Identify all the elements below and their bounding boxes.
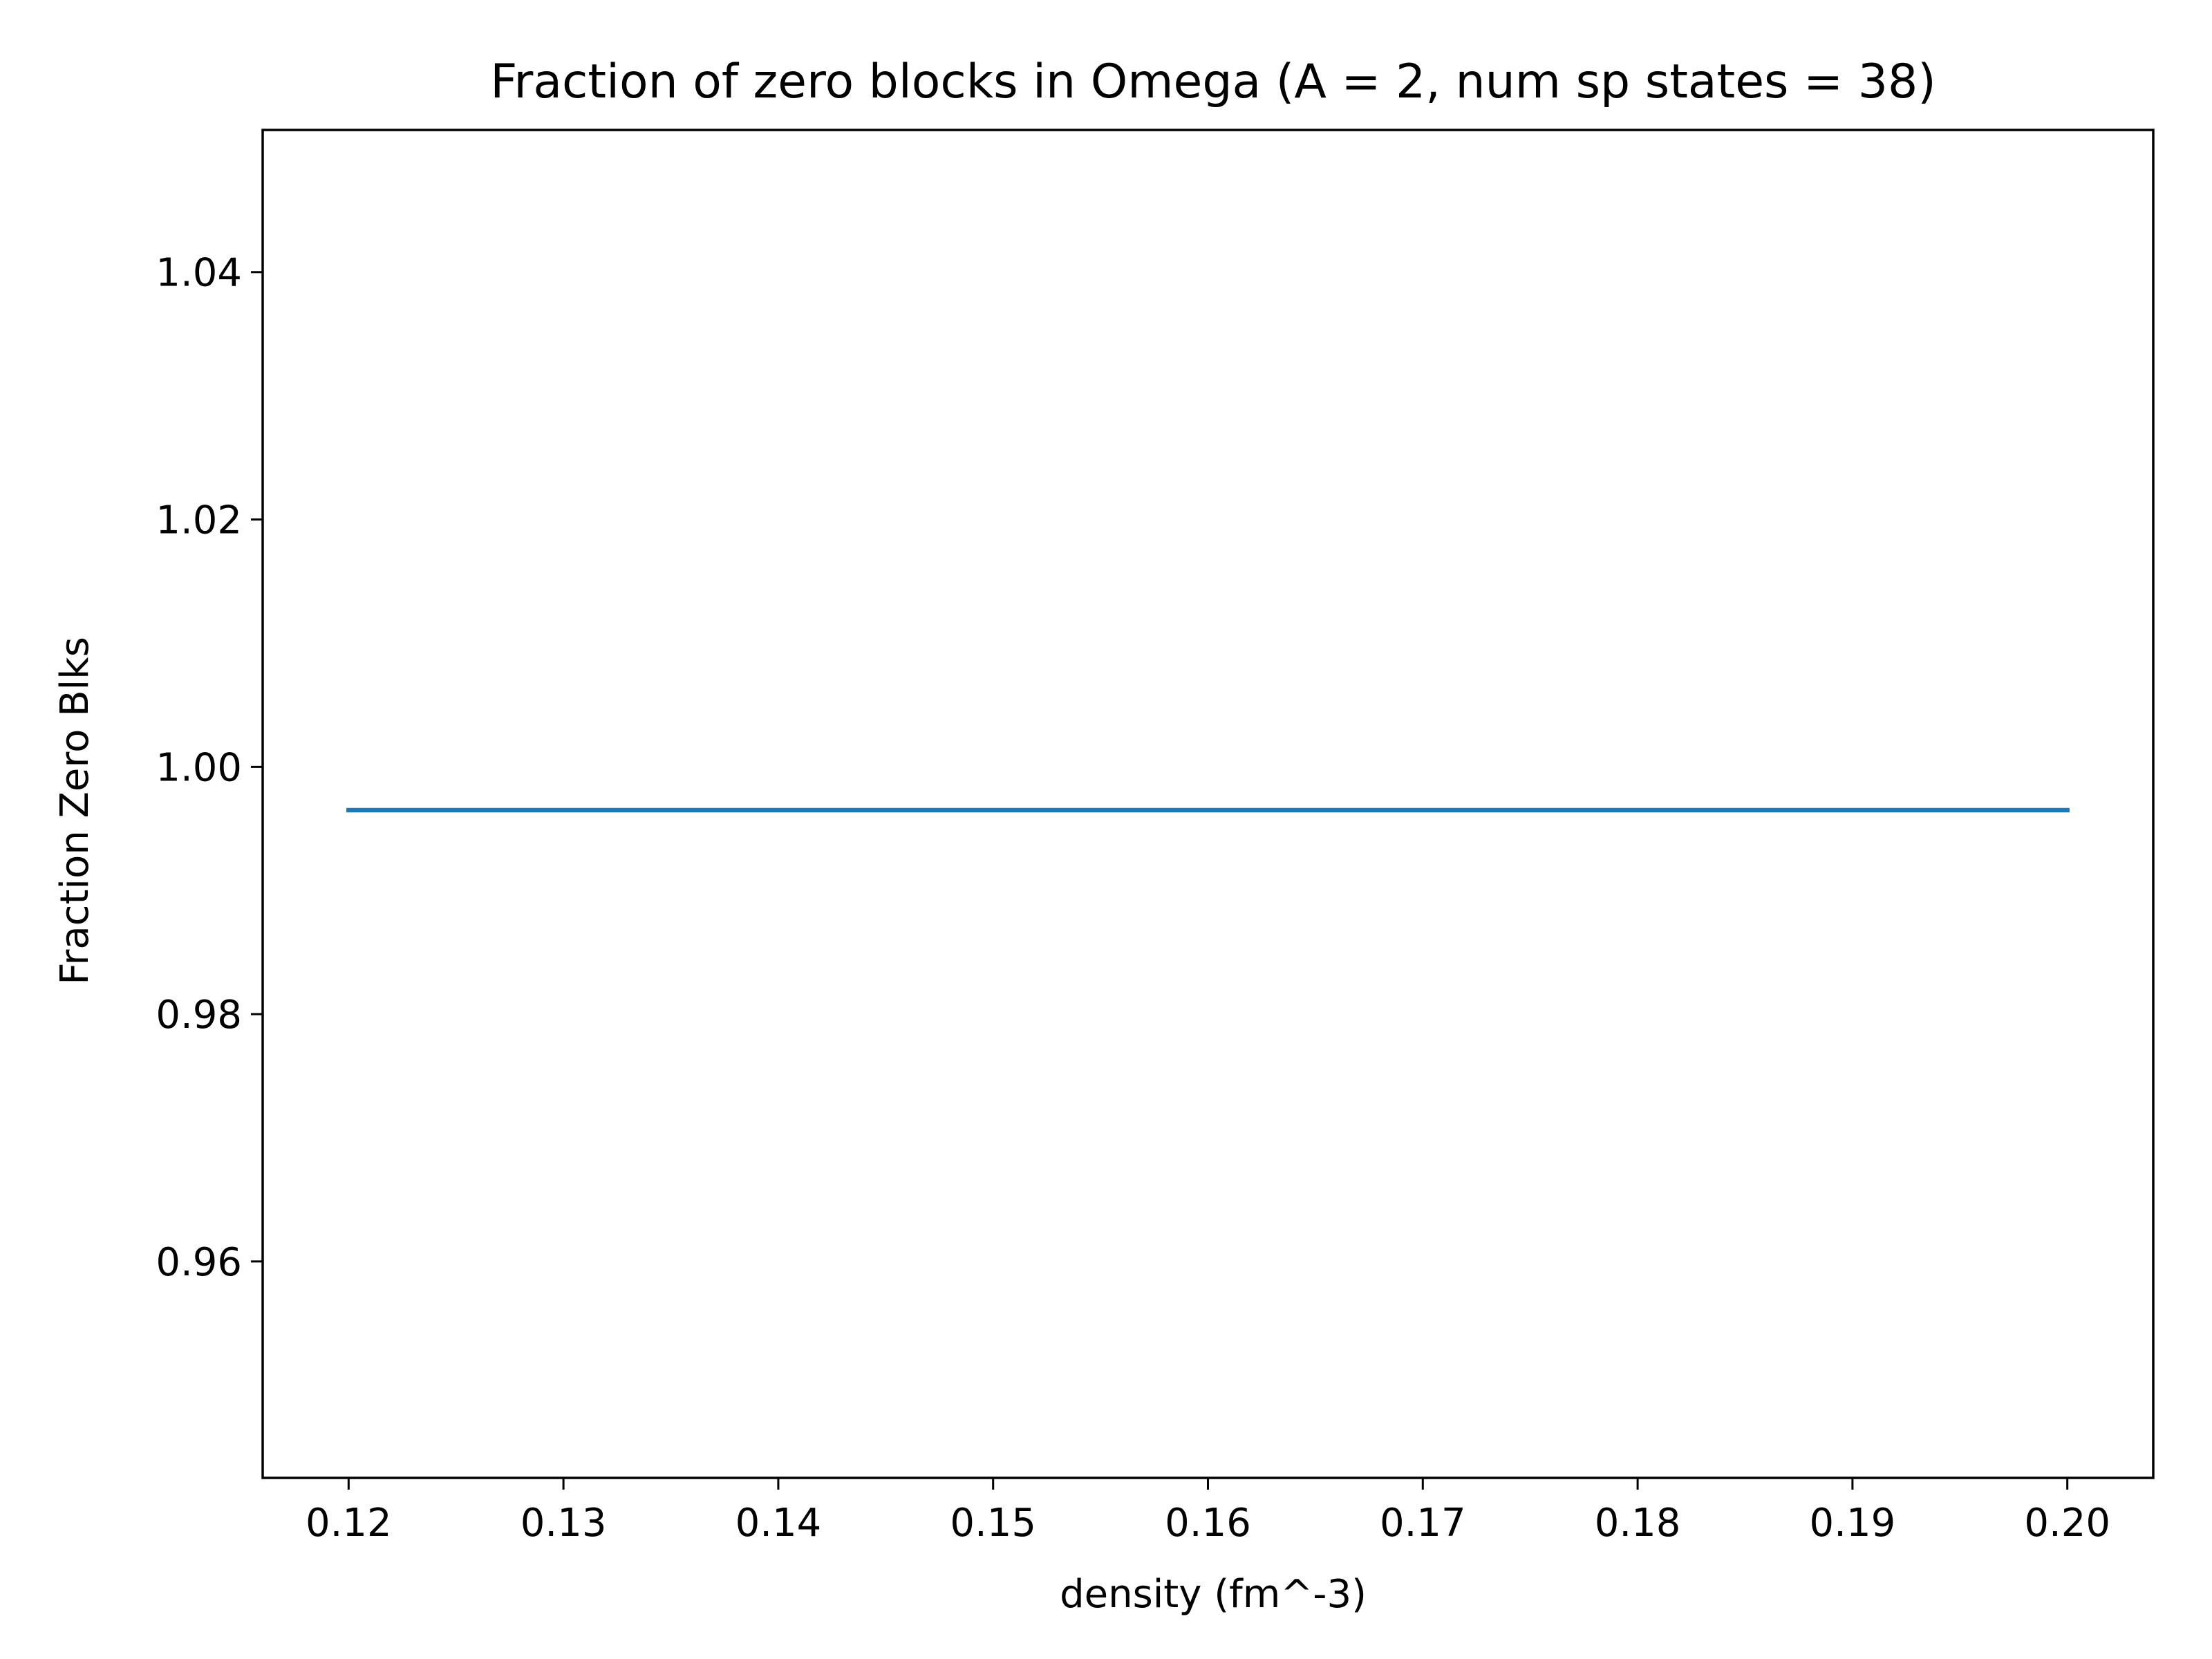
y-tick-label: 1.00 (156, 745, 242, 790)
x-tick-label: 0.20 (2024, 1501, 2110, 1546)
x-tick-label: 0.14 (735, 1501, 822, 1546)
y-tick-label: 1.02 (156, 498, 242, 543)
y-axis-label: Fraction Zero Blks (53, 637, 97, 985)
x-tick-label: 0.12 (306, 1501, 392, 1546)
plot-area: 0.12 0.13 0.14 0.15 0.16 0.17 0.18 0.19 0.20 0.96… (156, 129, 2155, 1546)
x-tick-label: 0.13 (521, 1501, 607, 1546)
x-tick-label: 0.15 (950, 1501, 1036, 1546)
x-axis-label: density (fm^-3) (1060, 1572, 1367, 1617)
x-tick-label: 0.16 (1165, 1501, 1251, 1546)
y-tick-label: 0.98 (156, 993, 242, 1038)
x-tick-label: 0.19 (1810, 1501, 1896, 1546)
x-tick-label: 0.18 (1595, 1501, 1681, 1546)
y-tick-label: 0.96 (156, 1240, 242, 1285)
x-tick-label: 0.17 (1380, 1501, 1466, 1546)
y-tick-label: 1.04 (156, 251, 242, 296)
plot-frame (261, 129, 2155, 1479)
chart-title: Fraction of zero blocks in Omega (A = 2,… (490, 55, 1936, 109)
